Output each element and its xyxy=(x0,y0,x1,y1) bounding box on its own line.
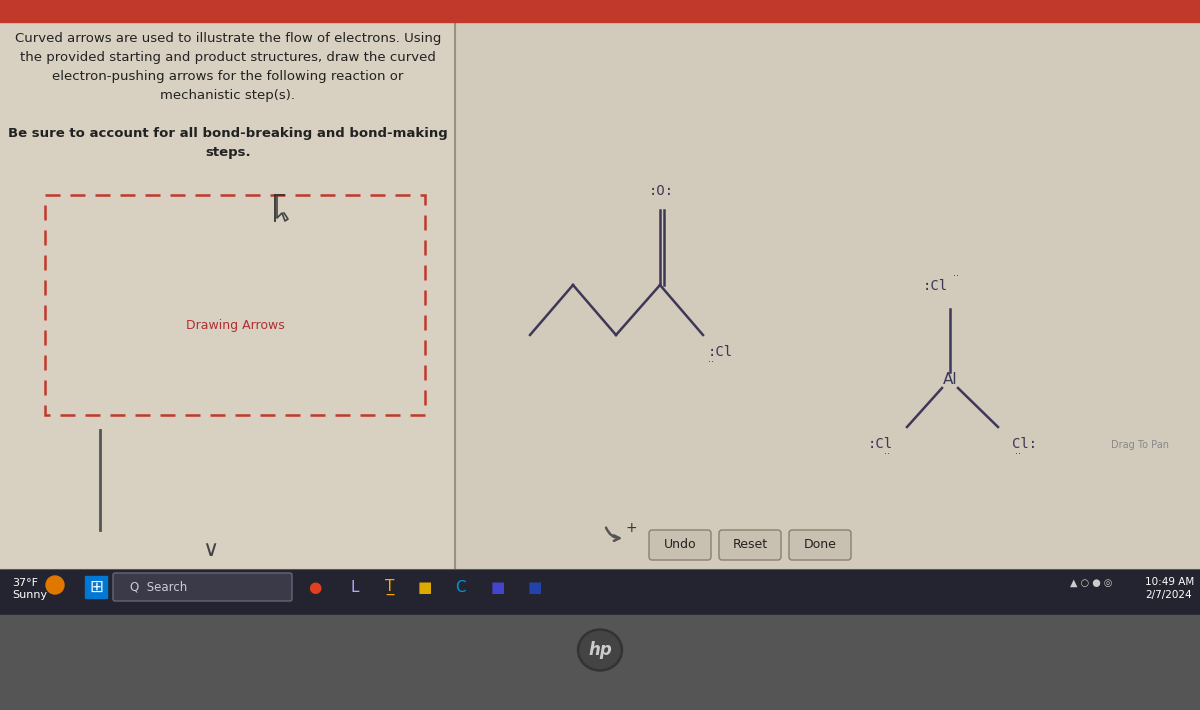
Text: :Cl: :Cl xyxy=(868,437,893,451)
Text: ▲ ○ ● ◎: ▲ ○ ● ◎ xyxy=(1070,578,1112,588)
Bar xyxy=(85,576,107,598)
Text: mechanistic step(s).: mechanistic step(s). xyxy=(161,89,295,102)
Text: T̲: T̲ xyxy=(385,579,395,595)
Text: ··: ·· xyxy=(708,357,714,367)
Text: Sunny: Sunny xyxy=(12,590,47,600)
Bar xyxy=(0,0,1200,22)
Text: ∨: ∨ xyxy=(202,540,218,560)
Text: electron-pushing arrows for the following reaction or: electron-pushing arrows for the followin… xyxy=(53,70,403,83)
Text: steps.: steps. xyxy=(205,146,251,159)
Bar xyxy=(0,615,1200,710)
Text: Q  Search: Q Search xyxy=(130,581,187,594)
Text: :Cl: :Cl xyxy=(923,279,948,293)
Text: Reset: Reset xyxy=(732,538,768,552)
FancyBboxPatch shape xyxy=(113,573,292,601)
Bar xyxy=(46,195,425,415)
Circle shape xyxy=(46,576,64,594)
Text: ■: ■ xyxy=(418,579,432,594)
Text: Al: Al xyxy=(943,373,958,388)
Text: 37°F: 37°F xyxy=(12,578,38,588)
Text: L: L xyxy=(350,579,359,594)
Text: ■: ■ xyxy=(491,579,505,594)
Text: Drag To Pan: Drag To Pan xyxy=(1111,440,1169,450)
Text: Curved arrows are used to illustrate the flow of electrons. Using: Curved arrows are used to illustrate the… xyxy=(14,32,442,45)
FancyBboxPatch shape xyxy=(790,530,851,560)
Text: ··: ·· xyxy=(884,449,890,459)
Text: C: C xyxy=(455,579,466,594)
Text: ⊞: ⊞ xyxy=(89,578,103,596)
Bar xyxy=(0,570,1200,615)
Text: Cl:: Cl: xyxy=(1012,437,1037,451)
Text: Undo: Undo xyxy=(664,538,696,552)
Ellipse shape xyxy=(580,631,620,669)
Text: Done: Done xyxy=(804,538,836,552)
Text: Drawing Arrows: Drawing Arrows xyxy=(186,319,284,332)
FancyBboxPatch shape xyxy=(719,530,781,560)
Text: 10:49 AM: 10:49 AM xyxy=(1145,577,1194,587)
Text: hp: hp xyxy=(588,641,612,659)
Text: ●: ● xyxy=(308,579,322,594)
Text: +: + xyxy=(625,521,637,535)
Text: ··: ·· xyxy=(953,271,959,281)
Text: 2/7/2024: 2/7/2024 xyxy=(1145,590,1192,600)
Text: Be sure to account for all bond-breaking and bond-making: Be sure to account for all bond-breaking… xyxy=(8,127,448,140)
FancyBboxPatch shape xyxy=(649,530,710,560)
Ellipse shape xyxy=(577,629,623,671)
Bar xyxy=(455,22,1200,570)
Text: :O:: :O: xyxy=(648,184,673,198)
Text: the provided starting and product structures, draw the curved: the provided starting and product struct… xyxy=(20,51,436,64)
Text: ■: ■ xyxy=(528,579,542,594)
Bar xyxy=(0,22,1200,570)
Text: :Cl: :Cl xyxy=(708,345,733,359)
Text: ··: ·· xyxy=(1015,449,1021,459)
